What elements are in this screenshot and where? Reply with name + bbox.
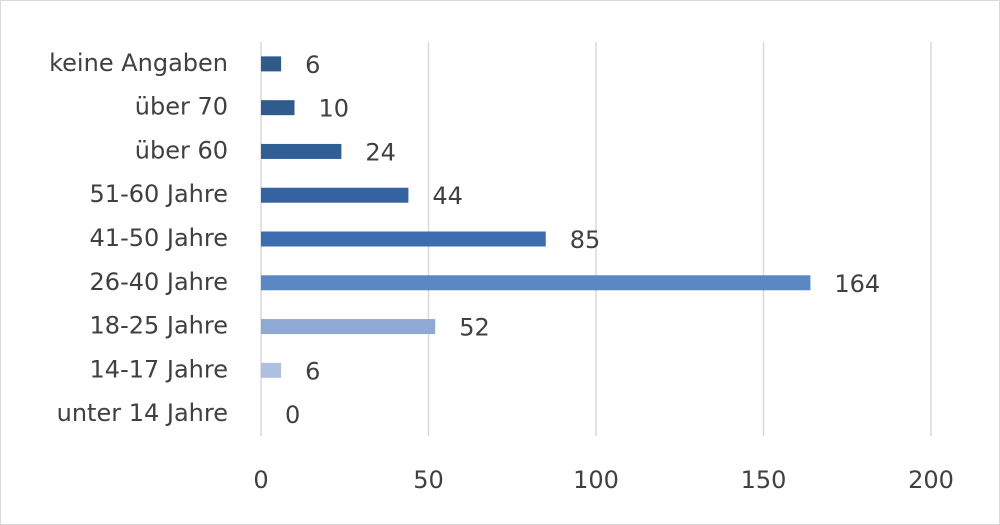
x-tick-label: 50 [413,466,444,494]
y-tick-label: 18-25 Jahre [90,312,228,340]
data-label: 0 [285,401,300,429]
y-tick-label: 51-60 Jahre [90,180,228,208]
data-label: 6 [305,357,320,385]
bar [261,100,295,116]
x-tick-label: 0 [253,466,268,494]
x-tick-label: 100 [573,466,619,494]
data-label: 52 [459,314,490,342]
data-label: 24 [365,138,396,166]
y-tick-label: unter 14 Jahre [57,399,228,427]
bar [261,319,436,335]
y-tick-label: 26-40 Jahre [90,268,228,296]
x-tick-label: 150 [741,466,787,494]
y-tick-label: über 60 [135,136,228,164]
bar [261,187,409,203]
y-tick-label: keine Angaben [49,49,228,77]
y-tick-label: 41-50 Jahre [90,224,228,252]
bar [261,56,282,72]
bar [261,231,546,247]
data-label: 85 [570,226,601,254]
data-label: 44 [432,182,463,210]
data-label: 10 [319,95,350,123]
y-tick-label: über 70 [135,93,228,121]
data-label: 164 [834,270,880,298]
bar [261,143,342,159]
data-label: 6 [305,51,320,79]
x-tick-label: 200 [908,466,954,494]
bar [261,275,811,291]
bar [261,362,282,378]
y-tick-label: 14-17 Jahre [90,355,228,383]
